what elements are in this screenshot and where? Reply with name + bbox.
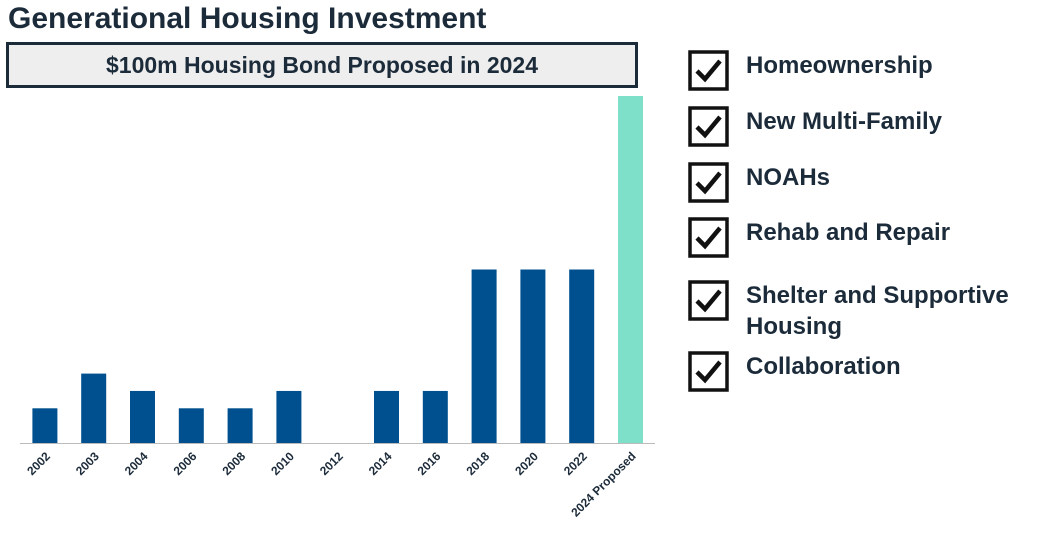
checklist-text: NOAHs — [746, 164, 831, 191]
x-tick-label: 2003 — [73, 449, 102, 478]
chart-subtitle: $100m Housing Bond Proposed in 2024 — [6, 42, 638, 88]
checkbox — [688, 280, 729, 321]
checkbox — [688, 351, 729, 392]
checklist-item: Shelter and Supportive Housing — [688, 280, 1037, 342]
bar — [32, 408, 58, 443]
checkbox — [688, 162, 729, 203]
checklist-text: Shelter and Supportive Housing — [746, 282, 1009, 340]
bar — [471, 269, 497, 443]
bar — [569, 269, 595, 443]
checklist-item: Homeownership — [688, 50, 1037, 92]
checkbox — [688, 50, 729, 91]
bar — [178, 408, 204, 443]
x-tick-label: 2012 — [317, 449, 346, 478]
bar — [618, 96, 643, 443]
x-tick-label: 2022 — [561, 449, 590, 478]
bar — [81, 373, 107, 443]
checklist-item: Collaboration — [688, 351, 1037, 393]
checkbox — [688, 217, 729, 258]
x-tick-label: 2020 — [512, 449, 541, 478]
bar — [520, 269, 546, 443]
x-tick-label: 2018 — [463, 449, 492, 478]
x-tick-label: 2002 — [24, 449, 53, 478]
bar — [374, 390, 399, 443]
checklist-text: New Multi-Family — [746, 108, 943, 135]
checkbox — [688, 106, 729, 147]
checklist-text: Collaboration — [746, 353, 901, 380]
x-tick-label: 2014 — [366, 449, 395, 478]
x-tick-label: 2016 — [415, 449, 444, 478]
x-tick-label: 2010 — [268, 449, 297, 478]
x-tick-label: 2008 — [219, 449, 248, 478]
bar — [276, 390, 302, 443]
checklist-item: NOAHs — [688, 162, 1037, 204]
x-tick-label: 2004 — [122, 449, 151, 478]
x-tick-label: 2006 — [171, 449, 200, 478]
checklist-item: New Multi-Family — [688, 106, 1037, 148]
bar — [422, 390, 448, 443]
checklist-text: Homeownership — [746, 52, 933, 79]
bar — [130, 390, 155, 443]
bar — [227, 408, 253, 443]
chart-title: Generational Housing Investment — [8, 2, 487, 35]
checklist-text: Rehab and Repair — [746, 219, 951, 246]
checklist-item: Rehab and Repair — [688, 217, 1037, 259]
chart: 2002 2003 2004 2006 2008 2010 2012 2014 2016 2018… — [20, 96, 655, 519]
